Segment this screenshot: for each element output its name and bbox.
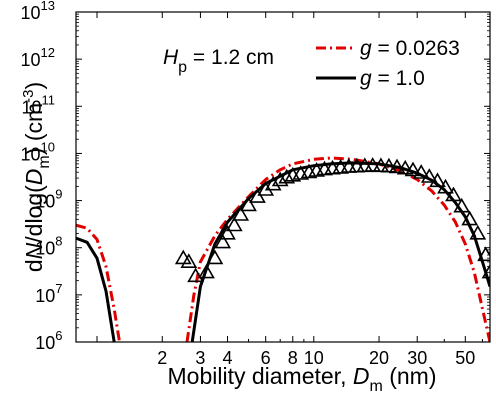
svg-text:Hp = 1.2 cm: Hp = 1.2 cm — [163, 46, 274, 76]
measured-point-39 — [477, 246, 490, 262]
measured-point-13 — [271, 171, 289, 187]
x-tick-label-6: 10 — [304, 348, 324, 368]
measured-point-5 — [214, 233, 232, 249]
measured-point-7 — [225, 216, 243, 232]
measured-point-10 — [249, 188, 266, 203]
measured-point-26 — [372, 157, 390, 173]
measured-point-38 — [469, 224, 487, 240]
svg-text:g = 0.0263: g = 0.0263 — [360, 37, 460, 60]
measured-point-30 — [404, 161, 422, 177]
measured-point-6 — [219, 224, 236, 240]
series-2-line-2 — [190, 161, 490, 342]
measured-point-31 — [412, 164, 430, 179]
measured-point-37 — [461, 210, 479, 226]
y-tick-label-7: 1013 — [21, 0, 56, 23]
measured-point-14 — [278, 168, 296, 184]
measured-point-1 — [180, 253, 198, 269]
annotation-text: = 1.2 cm — [187, 46, 274, 69]
x-tick-label-9: 50 — [455, 348, 475, 368]
y-tick-label-0: 106 — [35, 328, 62, 353]
annotation-sub: p — [178, 59, 187, 76]
measured-point-33 — [429, 172, 446, 188]
measured-point-35 — [445, 186, 462, 202]
measured-point-28 — [388, 158, 406, 174]
series-1-line-1 — [76, 223, 121, 342]
measured-point-32 — [420, 168, 438, 183]
plot-frame — [75, 11, 491, 343]
measured-point-9 — [240, 196, 257, 212]
measured-point-12 — [264, 175, 282, 191]
measured-point-36 — [453, 197, 471, 213]
series-1-line-2 — [185, 156, 490, 342]
y-tick-label-6: 1012 — [21, 45, 56, 70]
measured-point-29 — [396, 159, 414, 175]
y-axis-title: dN/dlog(Dm) (cm-3) — [20, 82, 53, 272]
legend: g = 0.0263 g = 1.0 — [316, 37, 460, 90]
measured-point-27 — [380, 157, 398, 173]
x-axis-title: Mobility diameter, Dm (nm) — [168, 363, 437, 394]
series-2-line-1 — [76, 236, 116, 342]
plot-area — [76, 156, 490, 342]
svg-text:g = 1.0: g = 1.0 — [360, 67, 425, 90]
annotation-var: H — [163, 46, 179, 69]
legend-series-1-value: = 0.0263 — [372, 37, 460, 60]
x-tick-label-3: 4 — [223, 348, 233, 368]
measured-point-8 — [232, 206, 250, 221]
measured-point-4 — [206, 249, 224, 265]
legend-series-2-var: g — [360, 67, 372, 90]
x-tick-label-5: 8 — [288, 348, 298, 368]
measured-point-3 — [198, 263, 215, 279]
measured-point-40 — [481, 263, 490, 279]
x-tick-label-1: 2 — [157, 348, 167, 368]
x-tick-label-2: 3 — [195, 348, 205, 368]
x-tick-label-4: 6 — [261, 348, 271, 368]
measured-point-11 — [257, 181, 275, 196]
x-tick-label-7: 20 — [369, 348, 389, 368]
measured-point-25 — [364, 157, 382, 172]
height-annotation: Hp = 1.2 cm — [163, 46, 274, 76]
measured-point-34 — [437, 178, 454, 194]
legend-series-2-value: = 1.0 — [372, 67, 425, 90]
y-tick-label-1: 107 — [35, 281, 62, 306]
measured-point-2 — [187, 267, 204, 283]
legend-series-1-var: g — [360, 37, 372, 60]
x-tick-label-8: 30 — [407, 348, 427, 368]
